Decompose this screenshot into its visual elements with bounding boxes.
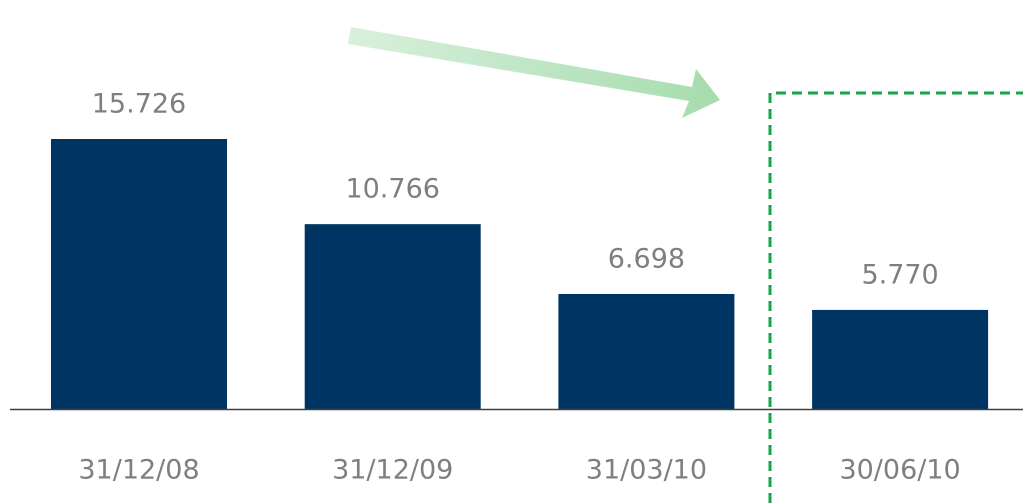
value-label: 5.770: [861, 259, 938, 290]
value-label: 6.698: [608, 244, 685, 275]
bar: [51, 139, 227, 409]
x-tick-label: 31/12/09: [332, 455, 453, 486]
bar: [304, 224, 481, 409]
trend-arrow: [348, 27, 720, 118]
x-tick-label: 31/12/08: [78, 455, 199, 486]
value-label: 15.726: [92, 89, 186, 120]
x-tick-label: 31/03/10: [586, 455, 707, 486]
bar: [558, 294, 735, 409]
highlight-box: [768, 91, 1023, 503]
value-label: 10.766: [345, 174, 439, 205]
x-tick-label: 30/06/10: [839, 455, 960, 486]
bar: [812, 309, 989, 409]
